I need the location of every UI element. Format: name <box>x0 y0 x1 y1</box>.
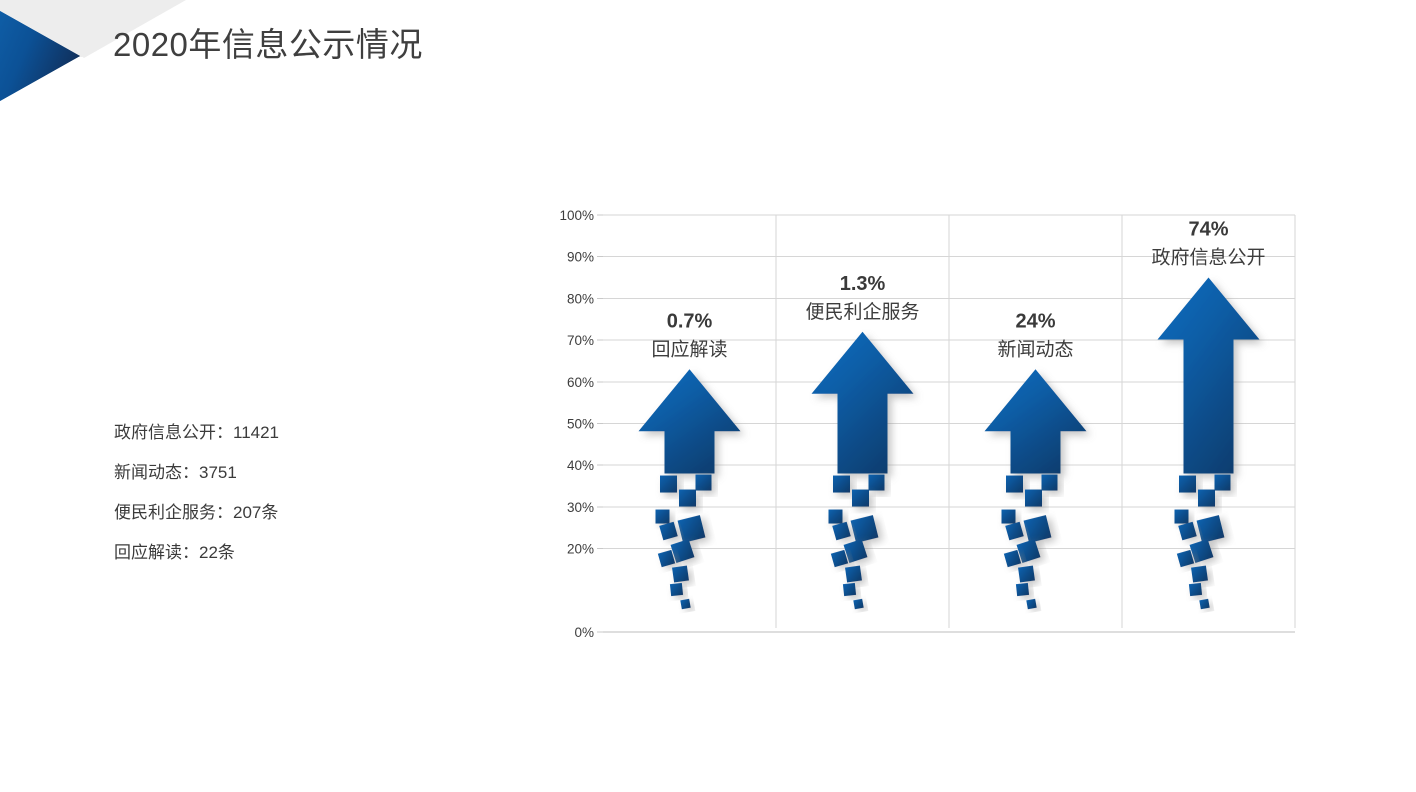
y-tick-label: 100% <box>559 208 594 223</box>
arrow-chip <box>832 521 851 541</box>
arrow-chip <box>1025 489 1042 507</box>
stat-item-3: 回应解读：22条 <box>114 543 235 562</box>
arrow-chip <box>845 565 862 583</box>
y-tick-label: 30% <box>567 500 594 515</box>
arrow-chip <box>868 474 885 491</box>
arrow-chip <box>1189 539 1214 564</box>
arrow-chip <box>670 539 695 564</box>
y-tick-label: 20% <box>567 542 594 557</box>
chart-gridlines <box>603 214 1296 633</box>
blue-corner-arrow <box>0 11 80 101</box>
chart-value-labels: 0.7% 回应解读 1.3% 便民利企服务 24% 新闻动态 74% 政府信息公开 <box>651 219 1265 361</box>
arrow-chip <box>669 582 684 597</box>
arrow-chip <box>672 565 689 583</box>
arrow-chip <box>1198 489 1215 507</box>
arrow-chip <box>1041 474 1058 491</box>
arrow-chip <box>1214 474 1231 491</box>
arrow-chip <box>852 489 869 507</box>
arrow-chip <box>1016 539 1041 564</box>
arrow-bar-3 <box>1157 277 1260 474</box>
arrow-chip <box>1188 582 1203 597</box>
arrow-chip <box>1001 509 1016 524</box>
stat-item-1: 新闻动态：3751 <box>114 463 237 482</box>
arrow-chip <box>659 521 678 541</box>
chart-arrow-bars <box>638 277 1260 610</box>
arrow-chip <box>1023 515 1052 543</box>
arrow-chip <box>1199 598 1210 610</box>
arrow-chip <box>1178 521 1197 541</box>
arrow-chip <box>842 582 857 597</box>
arrow-chip <box>695 474 712 491</box>
stat-item-0: 政府信息公开：11421 <box>114 423 280 442</box>
arrow-chip <box>833 475 850 493</box>
arrow-chip <box>1015 582 1030 597</box>
arrow-chip <box>657 549 676 568</box>
page-title: 2020年信息公示情况 <box>113 26 423 63</box>
arrow-chip <box>679 489 696 507</box>
stat-item-2: 便民利企服务：207条 <box>114 503 279 522</box>
arrow-chip <box>1026 598 1037 610</box>
bar-category-label-3: 政府信息公开 <box>1151 247 1265 269</box>
arrow-chip <box>853 598 864 610</box>
arrow-chip <box>1006 475 1023 493</box>
y-tick-label: 70% <box>567 333 594 348</box>
y-tick-label: 40% <box>567 458 594 473</box>
arrow-chip <box>1174 509 1189 524</box>
arrow-chip <box>1196 515 1225 543</box>
arrow-bar-2 <box>984 369 1087 474</box>
bar-value-label-2: 24% <box>1015 310 1055 332</box>
arrow-bar-0 <box>638 369 741 474</box>
y-tick-label: 60% <box>567 375 594 390</box>
bar-category-label-1: 便民利企服务 <box>805 301 919 323</box>
y-tick-label: 50% <box>567 417 594 432</box>
arrow-chip <box>1176 549 1195 568</box>
arrow-chip <box>1179 475 1196 493</box>
bar-value-label-0: 0.7% <box>667 310 713 332</box>
arrow-chip <box>1191 565 1208 583</box>
arrow-chip <box>1005 521 1024 541</box>
arrow-chip <box>677 515 706 543</box>
chart-y-axis-ticks: 100% 90% 80% 70% 60% 50% 40% 30% 20% 0% <box>559 208 603 640</box>
stats-list: 政府信息公开：11421 新闻动态：3751 便民利企服务：207条 回应解读：… <box>114 413 434 573</box>
y-tick-label: 80% <box>567 291 594 306</box>
arrow-chip <box>828 509 843 524</box>
bar-value-label-3: 74% <box>1188 219 1228 241</box>
arrow-chip <box>843 539 868 564</box>
arrow-chip <box>680 598 691 610</box>
arrow-chip <box>655 509 670 524</box>
y-tick-label: 90% <box>567 250 594 265</box>
arrow-chip <box>1018 565 1035 583</box>
arrow-chip <box>830 549 849 568</box>
arrow-bar-1 <box>811 331 914 474</box>
blue-corner-arrow-fill <box>0 0 80 101</box>
bar-value-label-1: 1.3% <box>840 273 886 295</box>
arrow-chip <box>1003 549 1022 568</box>
arrow-chip <box>850 515 879 543</box>
bar-category-label-0: 回应解读 <box>651 338 727 360</box>
arrow-chip <box>660 475 677 493</box>
arrow-bar-chart: 100% 90% 80% 70% 60% 50% 40% 30% 20% 0% 0.7% 回应解读 1… <box>545 205 1305 650</box>
y-tick-label: 0% <box>574 625 594 640</box>
bar-category-label-2: 新闻动态 <box>997 338 1073 360</box>
